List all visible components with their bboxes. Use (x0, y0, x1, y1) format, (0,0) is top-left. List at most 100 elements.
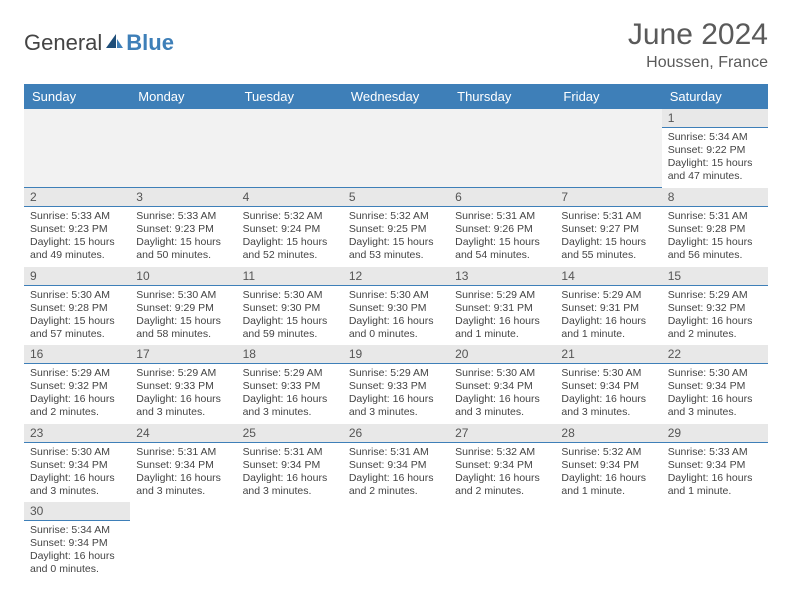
calendar-week-row: 30Sunrise: 5:34 AMSunset: 9:34 PMDayligh… (24, 502, 768, 581)
day-details: Sunrise: 5:31 AMSunset: 9:34 PMDaylight:… (237, 443, 343, 503)
daylight-line: Daylight: 16 hours and 3 minutes. (243, 472, 337, 498)
day-number: 18 (237, 345, 343, 364)
calendar-cell: 6Sunrise: 5:31 AMSunset: 9:26 PMDaylight… (449, 188, 555, 267)
title-block: June 2024 Houssen, France (628, 18, 768, 72)
day-details: Sunrise: 5:32 AMSunset: 9:25 PMDaylight:… (343, 207, 449, 267)
calendar-week-row: 16Sunrise: 5:29 AMSunset: 9:32 PMDayligh… (24, 345, 768, 424)
sunset-line: Sunset: 9:34 PM (668, 459, 762, 472)
day-number: 15 (662, 267, 768, 286)
sunrise-line: Sunrise: 5:30 AM (455, 367, 549, 380)
sunset-line: Sunset: 9:27 PM (561, 223, 655, 236)
day-number: 23 (24, 424, 130, 443)
day-details: Sunrise: 5:32 AMSunset: 9:34 PMDaylight:… (449, 443, 555, 503)
daylight-line: Daylight: 15 hours and 55 minutes. (561, 236, 655, 262)
daylight-line: Daylight: 16 hours and 3 minutes. (243, 393, 337, 419)
calendar-cell: 1Sunrise: 5:34 AMSunset: 9:22 PMDaylight… (662, 109, 768, 188)
day-number: 30 (24, 502, 130, 521)
sunrise-line: Sunrise: 5:31 AM (349, 446, 443, 459)
calendar-cell: 18Sunrise: 5:29 AMSunset: 9:33 PMDayligh… (237, 345, 343, 424)
sunset-line: Sunset: 9:32 PM (668, 302, 762, 315)
day-number: 29 (662, 424, 768, 443)
day-details: Sunrise: 5:33 AMSunset: 9:23 PMDaylight:… (130, 207, 236, 267)
day-details: Sunrise: 5:31 AMSunset: 9:28 PMDaylight:… (662, 207, 768, 267)
day-number: 8 (662, 188, 768, 207)
calendar-cell (237, 502, 343, 581)
day-number: 26 (343, 424, 449, 443)
day-number: 25 (237, 424, 343, 443)
daylight-line: Daylight: 15 hours and 49 minutes. (30, 236, 124, 262)
sunset-line: Sunset: 9:24 PM (243, 223, 337, 236)
calendar-week-row: 23Sunrise: 5:30 AMSunset: 9:34 PMDayligh… (24, 424, 768, 503)
daylight-line: Daylight: 16 hours and 2 minutes. (349, 472, 443, 498)
sunrise-line: Sunrise: 5:30 AM (30, 289, 124, 302)
day-details: Sunrise: 5:29 AMSunset: 9:31 PMDaylight:… (449, 286, 555, 346)
day-number: 28 (555, 424, 661, 443)
calendar-cell: 15Sunrise: 5:29 AMSunset: 9:32 PMDayligh… (662, 267, 768, 346)
weekday-header: Saturday (662, 84, 768, 109)
day-details: Sunrise: 5:30 AMSunset: 9:34 PMDaylight:… (24, 443, 130, 503)
day-number: 27 (449, 424, 555, 443)
daylight-line: Daylight: 15 hours and 57 minutes. (30, 315, 124, 341)
calendar-cell: 25Sunrise: 5:31 AMSunset: 9:34 PMDayligh… (237, 424, 343, 503)
logo-sail-icon (104, 30, 124, 56)
sunrise-line: Sunrise: 5:34 AM (668, 131, 762, 144)
sunset-line: Sunset: 9:33 PM (243, 380, 337, 393)
sunrise-line: Sunrise: 5:30 AM (668, 367, 762, 380)
calendar-cell: 3Sunrise: 5:33 AMSunset: 9:23 PMDaylight… (130, 188, 236, 267)
sunset-line: Sunset: 9:34 PM (30, 537, 124, 550)
sunset-line: Sunset: 9:34 PM (349, 459, 443, 472)
calendar-cell (343, 109, 449, 188)
sunset-line: Sunset: 9:28 PM (668, 223, 762, 236)
daylight-line: Daylight: 16 hours and 1 minute. (561, 472, 655, 498)
calendar-cell (449, 109, 555, 188)
day-details: Sunrise: 5:31 AMSunset: 9:26 PMDaylight:… (449, 207, 555, 267)
sunset-line: Sunset: 9:34 PM (455, 459, 549, 472)
day-number: 10 (130, 267, 236, 286)
calendar-cell: 13Sunrise: 5:29 AMSunset: 9:31 PMDayligh… (449, 267, 555, 346)
sunset-line: Sunset: 9:23 PM (136, 223, 230, 236)
calendar-cell: 19Sunrise: 5:29 AMSunset: 9:33 PMDayligh… (343, 345, 449, 424)
calendar-cell: 8Sunrise: 5:31 AMSunset: 9:28 PMDaylight… (662, 188, 768, 267)
calendar-cell: 24Sunrise: 5:31 AMSunset: 9:34 PMDayligh… (130, 424, 236, 503)
calendar-cell: 21Sunrise: 5:30 AMSunset: 9:34 PMDayligh… (555, 345, 661, 424)
location-subtitle: Houssen, France (628, 54, 768, 72)
header: General Blue June 2024 Houssen, France (24, 18, 768, 72)
day-details: Sunrise: 5:30 AMSunset: 9:34 PMDaylight:… (555, 364, 661, 424)
calendar-cell (24, 109, 130, 188)
sunrise-line: Sunrise: 5:32 AM (243, 210, 337, 223)
sunrise-line: Sunrise: 5:32 AM (561, 446, 655, 459)
daylight-line: Daylight: 15 hours and 56 minutes. (668, 236, 762, 262)
sunset-line: Sunset: 9:22 PM (668, 144, 762, 157)
sunrise-line: Sunrise: 5:33 AM (668, 446, 762, 459)
weekday-header: Sunday (24, 84, 130, 109)
daylight-line: Daylight: 16 hours and 2 minutes. (455, 472, 549, 498)
daylight-line: Daylight: 16 hours and 1 minute. (455, 315, 549, 341)
calendar-cell (343, 502, 449, 581)
sunset-line: Sunset: 9:23 PM (30, 223, 124, 236)
sunset-line: Sunset: 9:30 PM (243, 302, 337, 315)
calendar-cell (555, 109, 661, 188)
day-number: 16 (24, 345, 130, 364)
sunset-line: Sunset: 9:34 PM (455, 380, 549, 393)
calendar-cell: 12Sunrise: 5:30 AMSunset: 9:30 PMDayligh… (343, 267, 449, 346)
daylight-line: Daylight: 16 hours and 2 minutes. (30, 393, 124, 419)
calendar-body: 1Sunrise: 5:34 AMSunset: 9:22 PMDaylight… (24, 109, 768, 581)
day-number: 5 (343, 188, 449, 207)
sunrise-line: Sunrise: 5:33 AM (136, 210, 230, 223)
sunrise-line: Sunrise: 5:31 AM (243, 446, 337, 459)
weekday-header: Friday (555, 84, 661, 109)
calendar-cell: 17Sunrise: 5:29 AMSunset: 9:33 PMDayligh… (130, 345, 236, 424)
sunset-line: Sunset: 9:30 PM (349, 302, 443, 315)
day-details: Sunrise: 5:30 AMSunset: 9:34 PMDaylight:… (449, 364, 555, 424)
sunset-line: Sunset: 9:34 PM (243, 459, 337, 472)
daylight-line: Daylight: 16 hours and 3 minutes. (136, 472, 230, 498)
sunset-line: Sunset: 9:33 PM (136, 380, 230, 393)
day-details: Sunrise: 5:29 AMSunset: 9:32 PMDaylight:… (662, 286, 768, 346)
sunrise-line: Sunrise: 5:31 AM (561, 210, 655, 223)
calendar-cell: 30Sunrise: 5:34 AMSunset: 9:34 PMDayligh… (24, 502, 130, 581)
calendar-table: SundayMondayTuesdayWednesdayThursdayFrid… (24, 84, 768, 581)
day-number: 21 (555, 345, 661, 364)
logo-text-2: Blue (126, 30, 174, 56)
sunset-line: Sunset: 9:34 PM (136, 459, 230, 472)
daylight-line: Daylight: 16 hours and 1 minute. (668, 472, 762, 498)
